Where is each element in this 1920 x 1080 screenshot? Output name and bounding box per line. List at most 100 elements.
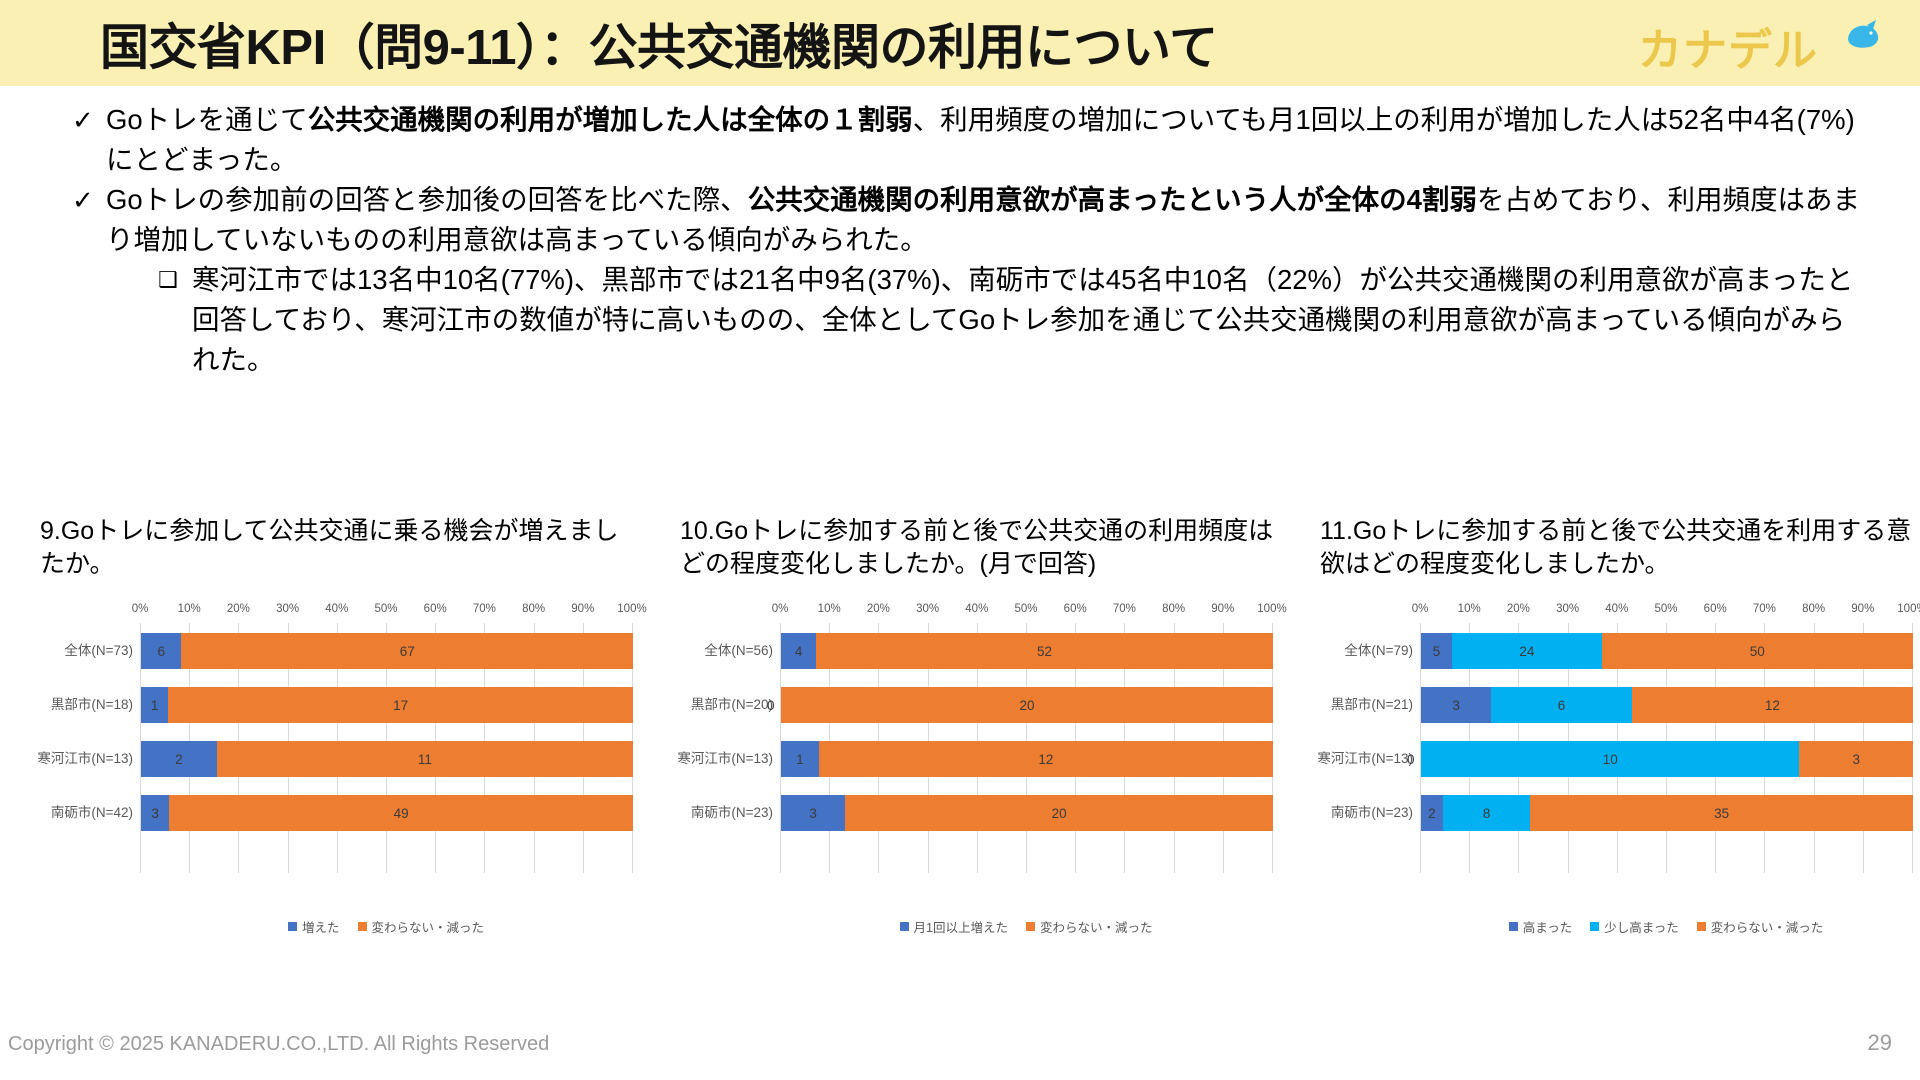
- bar-value-label: 4: [794, 643, 803, 659]
- x-tick-label: 20%: [866, 603, 890, 615]
- bar-segment[interactable]: 11: [216, 741, 633, 777]
- bar-segment[interactable]: 5: [1421, 633, 1453, 669]
- bar-segment[interactable]: 35: [1530, 795, 1913, 831]
- bar-segment[interactable]: 3: [1799, 741, 1913, 777]
- chart-title: 11.Goトレに参加する前と後で公共交通を利用する意欲はどの程度変化しましたか。: [1320, 517, 1912, 578]
- chart-title: 10.Goトレに参加する前と後で公共交通の利用頻度はどの程度変化しましたか。(月…: [680, 517, 1274, 578]
- bar-segment[interactable]: 3: [781, 795, 846, 831]
- category-label: 全体(N=56): [704, 643, 773, 658]
- x-tick-label: 40%: [965, 603, 989, 615]
- bar-segment[interactable]: 52: [816, 633, 1273, 669]
- bullet-run: 公共交通機関の利用意欲が高まったという人が全体の4割弱: [747, 184, 1477, 215]
- bullet-run: Goトレの参加前の回答と参加後の回答を比べた際、: [106, 184, 748, 215]
- bar-segment[interactable]: 3: [1421, 687, 1492, 723]
- page-title: 国交省KPI（問9-11）：公共交通機関の利用について: [100, 21, 1218, 75]
- bar-segment[interactable]: 20: [781, 687, 1273, 723]
- bar-segment[interactable]: 2: [141, 741, 217, 777]
- bullet-item-1: ✓ Goトレを通じて公共交通機関の利用が増加した人は全体の１割弱、利用頻度の増加に…: [72, 100, 1862, 180]
- chart-legend: 高まった 少し高まった 変わらない・減った: [1420, 917, 1912, 936]
- bar-segment[interactable]: 1: [781, 741, 819, 777]
- summary-bullets: ✓ Goトレを通じて公共交通機関の利用が増加した人は全体の１割弱、利用頻度の増加に…: [72, 100, 1862, 380]
- bar-value-label: 12: [1764, 697, 1780, 713]
- x-tick-label: 50%: [374, 603, 398, 615]
- bar-value-label: 3: [1452, 697, 1460, 713]
- x-tick-label: 40%: [325, 603, 349, 615]
- category-label: 全体(N=79): [1344, 643, 1413, 658]
- bar-segment[interactable]: 12: [1631, 687, 1913, 723]
- bar-value-label: 2: [175, 751, 183, 767]
- bar-row: 寒河江市(N=13) 1 12: [677, 741, 1273, 777]
- chart-panel-q10: 10.Goトレに参加する前と後で公共交通の利用頻度はどの程度変化しましたか。(月…: [677, 515, 1287, 936]
- x-tick-label: 0%: [1411, 603, 1429, 615]
- legend-label: 変わらない・減った: [1710, 921, 1824, 935]
- x-tick-label: 60%: [423, 603, 447, 615]
- bar-value-label: 3: [809, 805, 817, 821]
- legend-item[interactable]: 変わらない・減った: [1696, 917, 1824, 936]
- category-label: 全体(N=73): [64, 643, 133, 658]
- x-axis-tick-labels: 0% 10% 20% 30% 40% 50% 60% 70% 80% 90% 100%: [132, 603, 647, 623]
- category-label: 南砺市(N=23): [690, 805, 773, 820]
- bar-value-label: 3: [1852, 751, 1860, 767]
- x-tick-label: 50%: [1654, 603, 1678, 615]
- bar-segment[interactable]: 2: [1421, 795, 1443, 831]
- bar-value-label: 11: [417, 751, 432, 767]
- bar-value-label: 35: [1714, 805, 1730, 821]
- category-label: 黒部市(N=20): [690, 697, 773, 712]
- bar-segment[interactable]: 20: [845, 795, 1273, 831]
- bar-value-label: 49: [393, 805, 409, 821]
- bar-row: 全体(N=79) 5 24 50: [1344, 633, 1913, 669]
- bar-value-label: 0: [767, 697, 775, 713]
- x-tick-label: 70%: [1752, 603, 1776, 615]
- x-tick-label: 70%: [1112, 603, 1136, 615]
- x-tick-label: 50%: [1014, 603, 1038, 615]
- bar-segment[interactable]: 10: [1421, 741, 1800, 777]
- x-axis-tick-labels: 0% 10% 20% 30% 40% 50% 60% 70% 80% 90% 100%: [772, 603, 1287, 623]
- footer-page-number: 29: [1867, 1030, 1892, 1055]
- legend-item[interactable]: 変わらない・減った: [1025, 917, 1153, 936]
- category-label: 寒河江市(N=13): [37, 751, 133, 766]
- legend-label: 少し高まった: [1604, 921, 1679, 935]
- legend-label: 変わらない・減った: [1039, 921, 1153, 935]
- bar-segment[interactable]: 50: [1601, 633, 1913, 669]
- legend-label: 月1回以上増えた: [913, 921, 1008, 935]
- bar-segment[interactable]: 12: [818, 741, 1273, 777]
- legend-item[interactable]: 月1回以上増えた: [899, 917, 1008, 936]
- bar-row: 全体(N=56) 4 52: [704, 633, 1273, 669]
- x-tick-label: 0%: [771, 603, 789, 615]
- category-label: 黒部市(N=21): [1330, 697, 1413, 712]
- bar-segment[interactable]: 67: [181, 633, 633, 669]
- bar-row: 全体(N=73) 6 67: [64, 633, 633, 669]
- bar-value-label: 20: [1019, 697, 1035, 713]
- bar-value-label: 5: [1432, 643, 1441, 659]
- legend-item[interactable]: 高まった: [1508, 917, 1572, 936]
- bar-segment[interactable]: 49: [169, 795, 633, 831]
- bar-segment[interactable]: 8: [1442, 795, 1531, 831]
- bar-segment[interactable]: 6: [1491, 687, 1632, 723]
- bar-segment[interactable]: 3: [141, 795, 170, 831]
- chart-title: 9.Goトレに参加して公共交通に乗る機会が増えましたか。: [40, 517, 619, 578]
- legend-item[interactable]: 変わらない・減った: [357, 917, 484, 936]
- bar-value-label: 67: [399, 643, 415, 659]
- chart-plot-area: 0% 10% 20% 30% 40% 50% 60% 70% 80% 90% 100% 全体(N=56…: [677, 603, 1287, 903]
- bar-segment[interactable]: 4: [781, 633, 817, 669]
- legend-swatch-icon: [899, 922, 909, 931]
- legend-item[interactable]: 少し高まった: [1590, 917, 1679, 936]
- bar-value-label: 6: [157, 643, 165, 659]
- bird-icon: [1848, 20, 1879, 48]
- x-tick-label: 30%: [1556, 603, 1580, 615]
- x-tick-label: 70%: [472, 603, 496, 615]
- legend-label: 増えた: [301, 921, 340, 935]
- bar-value-label: 3: [151, 805, 159, 821]
- x-tick-label: 90%: [571, 603, 595, 615]
- legend-item[interactable]: 増えた: [287, 917, 340, 936]
- x-tick-label: 20%: [1506, 603, 1530, 615]
- x-tick-label: 90%: [1851, 603, 1875, 615]
- bar-row: 南砺市(N=23) 2 8 35: [1331, 795, 1913, 831]
- bar-segment[interactable]: 17: [168, 687, 633, 723]
- bar-segment[interactable]: 6: [141, 633, 182, 669]
- bar-row: 南砺市(N=23) 3 20: [691, 795, 1273, 831]
- bar-segment[interactable]: 24: [1452, 633, 1602, 669]
- bar-segment[interactable]: 1: [141, 687, 169, 723]
- x-tick-label: 30%: [276, 603, 300, 615]
- bar-value-label: 1: [796, 751, 804, 767]
